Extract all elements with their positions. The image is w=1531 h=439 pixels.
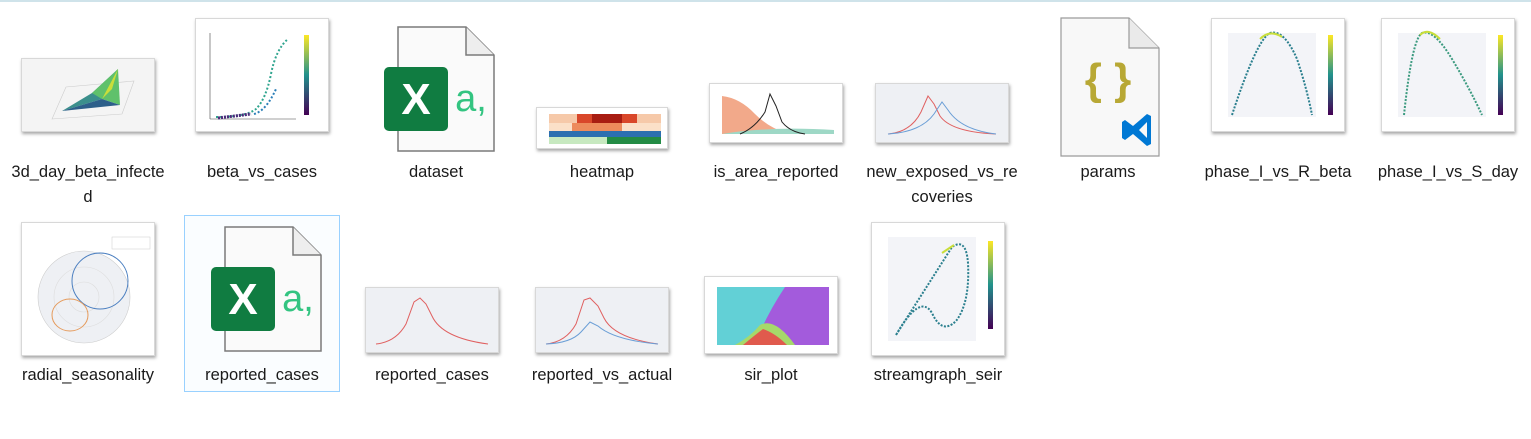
vscode-json-icon: { }: [1030, 12, 1186, 160]
file-name: dataset: [408, 163, 464, 181]
svg-text:a,: a,: [282, 278, 314, 320]
file-item-phase-i-vs-s-day[interactable]: phase_I_vs_S_day: [1370, 10, 1526, 210]
image-thumbnail: [1200, 16, 1356, 134]
file-name: reported_cases: [375, 366, 489, 384]
excel-icon: X a,: [185, 222, 341, 358]
file-name: beta_vs_cases: [206, 163, 318, 181]
file-item-heatmap[interactable]: heatmap: [524, 10, 680, 210]
file-item-beta-vs-cases[interactable]: beta_vs_cases: [184, 10, 340, 210]
window-top-border: [0, 0, 1531, 2]
image-thumbnail: [184, 16, 340, 134]
file-item-dataset[interactable]: X a, dataset: [358, 10, 514, 210]
image-thumbnail: [698, 82, 854, 144]
file-name: heatmap: [569, 163, 635, 181]
svg-text:a,: a,: [455, 78, 487, 120]
file-name: sir_plot: [744, 366, 798, 384]
excel-icon: X a,: [358, 20, 514, 160]
image-thumbnail: [524, 285, 680, 355]
svg-text:{ }: { }: [1085, 55, 1131, 104]
file-name: 3d_day_beta_infected: [11, 163, 165, 206]
file-item-reported-cases-png[interactable]: reported_cases: [354, 215, 510, 395]
file-name: reported_cases: [205, 366, 319, 384]
file-item-radial-seasonality[interactable]: radial_seasonality: [10, 215, 166, 395]
file-name: radial_seasonality: [21, 366, 155, 384]
svg-text:X: X: [228, 275, 257, 324]
file-item-params[interactable]: { } params: [1030, 10, 1186, 210]
file-name: reported_vs_actual: [531, 366, 673, 384]
file-item-new-exposed-vs-recoveries[interactable]: new_exposed_vs_recoveries: [864, 10, 1020, 210]
image-thumbnail: [10, 56, 166, 134]
file-item-reported-cases-xlsx[interactable]: X a, reported_cases: [184, 215, 340, 392]
image-thumbnail: [693, 275, 849, 355]
file-item-sir-plot[interactable]: sir_plot: [693, 215, 849, 395]
image-thumbnail: [1370, 16, 1526, 134]
file-name: new_exposed_vs_recoveries: [866, 163, 1018, 206]
image-thumbnail: [524, 106, 680, 150]
file-item-phase-i-vs-r-beta[interactable]: phase_I_vs_R_beta: [1200, 10, 1356, 210]
file-name: streamgraph_seir: [873, 366, 1003, 384]
image-thumbnail: [860, 221, 1016, 357]
file-name: is_area_reported: [713, 163, 839, 181]
image-thumbnail: [10, 221, 166, 357]
file-name: phase_I_vs_R_beta: [1204, 163, 1352, 181]
file-item-is-area-reported[interactable]: is_area_reported: [698, 10, 854, 210]
svg-text:X: X: [401, 75, 430, 124]
file-item-streamgraph-seir[interactable]: streamgraph_seir: [860, 215, 1016, 395]
file-name: params: [1080, 163, 1136, 181]
image-thumbnail: [354, 285, 510, 355]
file-name: phase_I_vs_S_day: [1377, 163, 1519, 181]
image-thumbnail: [864, 82, 1020, 144]
file-item-3d-day-beta-infected[interactable]: 3d_day_beta_infected: [10, 10, 166, 210]
file-item-reported-vs-actual[interactable]: reported_vs_actual: [524, 215, 680, 415]
